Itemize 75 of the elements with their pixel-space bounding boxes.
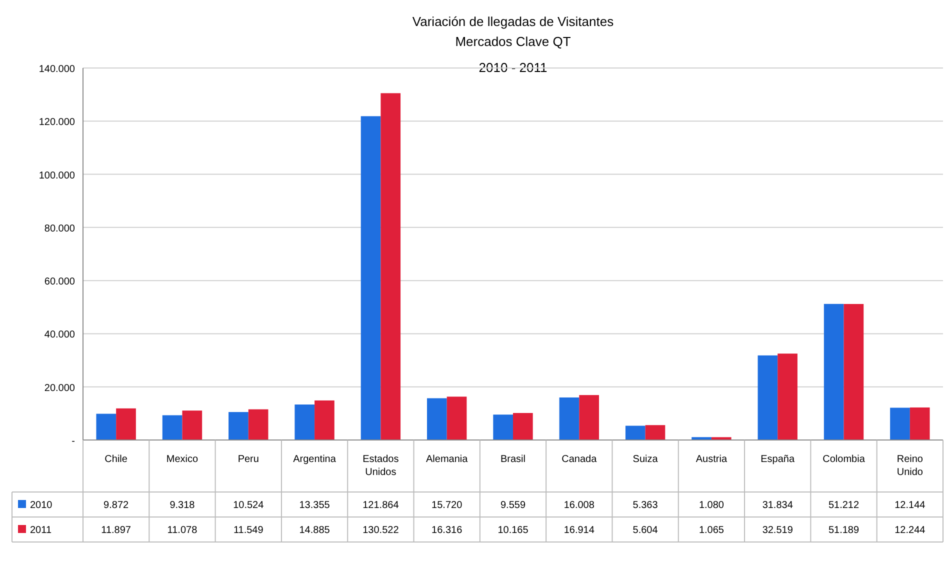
data-label: 12.244	[894, 525, 926, 536]
data-label: 1.065	[698, 525, 724, 536]
data-label: 12.144	[894, 500, 926, 511]
data-label: 51.212	[828, 500, 860, 511]
data-label: 9.318	[170, 500, 196, 511]
bar	[559, 397, 580, 440]
data-label: 11.897	[101, 525, 132, 536]
data-label: 9.872	[104, 500, 130, 511]
data-label: 10.165	[498, 525, 529, 536]
bar	[579, 395, 599, 440]
chart-title: Variación de llegadas de Visitantes	[412, 14, 614, 29]
bar	[380, 93, 401, 440]
x-tick-label: Mexico	[166, 454, 198, 465]
y-tick-label: 100.000	[38, 170, 76, 182]
bar	[446, 396, 467, 440]
x-tick-label: Alemania	[426, 454, 468, 465]
x-tick-label: Peru	[238, 454, 259, 465]
data-label: 9.559	[500, 500, 526, 511]
data-label: 10.524	[233, 500, 264, 511]
bar	[294, 404, 315, 440]
x-tick-label: Estados Unidos	[362, 454, 399, 478]
bar	[645, 425, 666, 440]
data-label: 5.363	[632, 500, 658, 511]
bar	[493, 414, 513, 440]
bar	[758, 355, 778, 440]
x-tick-label: España	[760, 454, 796, 465]
bar	[778, 354, 798, 440]
data-label: 31.834	[762, 500, 794, 511]
x-tick-label: Argentina	[293, 454, 336, 465]
data-label: 16.316	[432, 525, 463, 536]
bar	[182, 410, 202, 440]
legend-label: 2010	[30, 500, 53, 511]
data-label: 51.189	[828, 525, 860, 536]
y-tick-label: 60.000	[44, 276, 76, 288]
bar	[910, 407, 930, 440]
x-tick-label: Suiza	[632, 454, 658, 465]
data-label: 16.914	[564, 525, 595, 536]
data-label: 13.355	[299, 500, 330, 511]
x-tick-label: Canada	[562, 454, 598, 465]
y-tick-label: 20.000	[44, 382, 76, 394]
data-label: 32.519	[762, 525, 794, 536]
y-tick-label: 40.000	[44, 330, 76, 341]
chart-subtitle: Mercados Clave QT	[455, 34, 571, 49]
y-tick-label: -	[72, 436, 75, 447]
data-label: 15.720	[432, 500, 463, 511]
x-tick-label: Colombia	[822, 454, 866, 465]
bar	[625, 426, 646, 440]
data-label: 121.864	[362, 500, 400, 511]
data-label: 1.080	[698, 500, 724, 511]
bar	[248, 409, 268, 440]
data-label: 16.008	[564, 500, 595, 511]
data-label: 130.522	[362, 525, 400, 536]
y-tick-label: 140.000	[38, 64, 76, 75]
x-tick-label: Chile	[104, 454, 128, 465]
bar	[513, 412, 533, 440]
bar	[427, 398, 447, 440]
x-tick-label: Reino Unido	[896, 454, 924, 478]
bar	[824, 304, 844, 440]
y-tick-label: 120.000	[38, 117, 76, 128]
y-tick-label: 80.000	[44, 223, 76, 234]
bar	[162, 415, 182, 440]
bar	[116, 408, 136, 440]
data-label: 14.885	[299, 525, 330, 536]
bar	[890, 408, 910, 440]
bar	[360, 116, 381, 440]
data-label: 11.549	[233, 525, 264, 536]
bar	[314, 400, 334, 440]
bar	[844, 304, 864, 440]
x-tick-label: Austria	[696, 454, 728, 465]
bar	[96, 414, 116, 440]
bar	[228, 412, 248, 440]
data-label: 5.604	[632, 525, 658, 536]
x-tick-label: Brasil	[500, 454, 526, 465]
data-label: 11.078	[167, 525, 198, 536]
legend-label: 2011	[30, 525, 52, 536]
